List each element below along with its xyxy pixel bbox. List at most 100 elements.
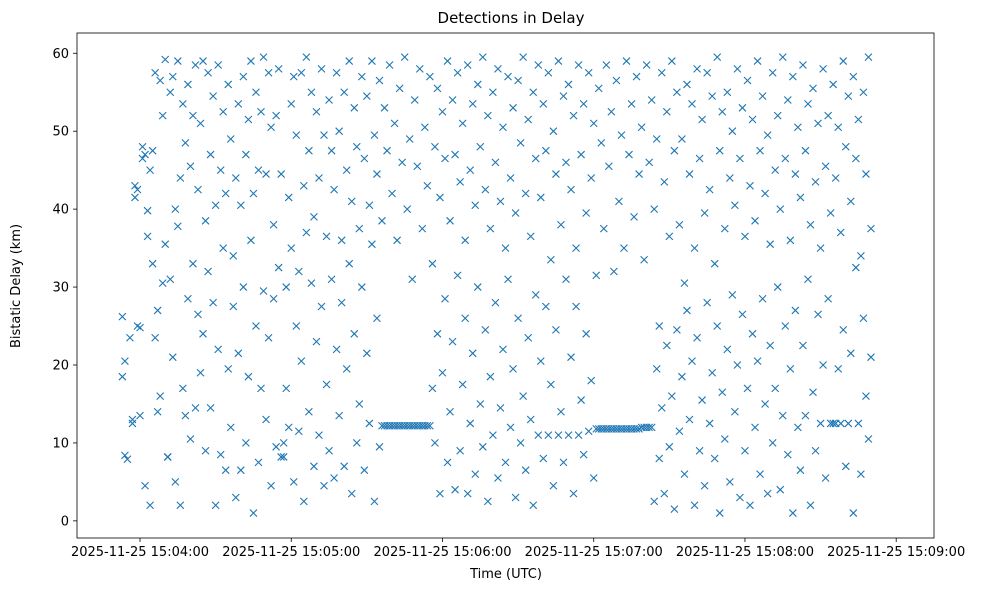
- data-point: [123, 455, 132, 464]
- data-point: [857, 251, 865, 260]
- data-point: [630, 213, 638, 221]
- data-point: [645, 423, 654, 432]
- data-point: [199, 329, 207, 338]
- data-point: [357, 72, 366, 81]
- data-point: [118, 312, 127, 321]
- data-point: [584, 68, 593, 77]
- plot-frame: [76, 32, 935, 539]
- data-point: [436, 193, 444, 202]
- data-point: [670, 505, 679, 514]
- data-point: [156, 76, 165, 85]
- data-point: [446, 216, 454, 225]
- y-tick-label: 60: [52, 47, 69, 62]
- data-point: [627, 100, 636, 108]
- data-point: [796, 193, 805, 202]
- data-point: [567, 185, 575, 194]
- data-point: [378, 216, 386, 225]
- data-point: [267, 123, 275, 132]
- data-point: [446, 407, 454, 416]
- data-point: [254, 166, 263, 175]
- data-point: [582, 329, 591, 338]
- data-point: [425, 421, 434, 430]
- data-point: [814, 119, 822, 128]
- data-point: [443, 458, 452, 467]
- data-point: [650, 497, 659, 506]
- data-point: [809, 388, 817, 397]
- data-point: [431, 439, 439, 447]
- data-point: [234, 100, 243, 108]
- data-point: [214, 61, 223, 69]
- data-point: [720, 224, 729, 233]
- data-point: [121, 451, 129, 460]
- data-point: [577, 150, 586, 159]
- data-point: [700, 481, 709, 490]
- data-point: [380, 103, 389, 112]
- data-point: [433, 329, 442, 338]
- data-point: [143, 232, 152, 241]
- data-point: [607, 107, 616, 116]
- data-point: [249, 189, 258, 198]
- data-point: [224, 80, 233, 89]
- data-point: [473, 80, 482, 89]
- data-point: [239, 72, 248, 81]
- data-point: [448, 96, 457, 104]
- data-point: [569, 111, 578, 120]
- data-point: [841, 142, 850, 151]
- data-point: [289, 72, 298, 81]
- data-point: [733, 361, 742, 369]
- data-point: [481, 185, 490, 194]
- data-point: [736, 154, 744, 163]
- data-point: [685, 415, 694, 424]
- data-point: [269, 294, 278, 303]
- data-point: [161, 240, 170, 249]
- data-point: [589, 474, 598, 482]
- data-point: [559, 92, 568, 101]
- data-point: [564, 431, 573, 440]
- data-point: [433, 84, 442, 93]
- data-point: [282, 384, 291, 393]
- data-point: [506, 423, 515, 432]
- data-point: [562, 158, 570, 167]
- data-point: [252, 88, 260, 97]
- data-point: [247, 236, 255, 245]
- data-point: [632, 425, 641, 433]
- data-point: [224, 364, 233, 373]
- data-point: [693, 64, 701, 73]
- data-point: [783, 96, 792, 104]
- data-point: [604, 162, 613, 171]
- data-point: [640, 255, 649, 264]
- y-tick-label: 30: [52, 281, 69, 296]
- data-point: [335, 127, 344, 136]
- data-point: [718, 388, 727, 397]
- data-point: [206, 403, 215, 412]
- data-point: [133, 185, 142, 194]
- data-point: [163, 453, 172, 461]
- data-point: [609, 267, 618, 276]
- data-point: [365, 419, 374, 428]
- data-point: [660, 177, 669, 186]
- data-point: [809, 84, 817, 93]
- data-point: [514, 76, 522, 85]
- data-point: [332, 68, 341, 77]
- data-point: [675, 220, 684, 229]
- data-point: [226, 135, 235, 143]
- data-point: [549, 481, 558, 490]
- data-point: [763, 489, 772, 498]
- data-point: [695, 446, 704, 455]
- data-point: [849, 72, 858, 81]
- data-point: [574, 61, 583, 69]
- data-point: [821, 162, 830, 171]
- data-point: [572, 244, 580, 252]
- data-point: [776, 485, 785, 494]
- data-point: [337, 298, 346, 307]
- data-point: [236, 201, 245, 210]
- data-point: [420, 123, 429, 132]
- data-point: [504, 72, 512, 81]
- data-point: [665, 232, 674, 241]
- data-point: [355, 400, 364, 408]
- data-point: [360, 466, 369, 475]
- data-point: [277, 170, 286, 178]
- data-point: [801, 411, 810, 420]
- data-point: [841, 462, 850, 471]
- y-tick-label: 50: [52, 125, 69, 140]
